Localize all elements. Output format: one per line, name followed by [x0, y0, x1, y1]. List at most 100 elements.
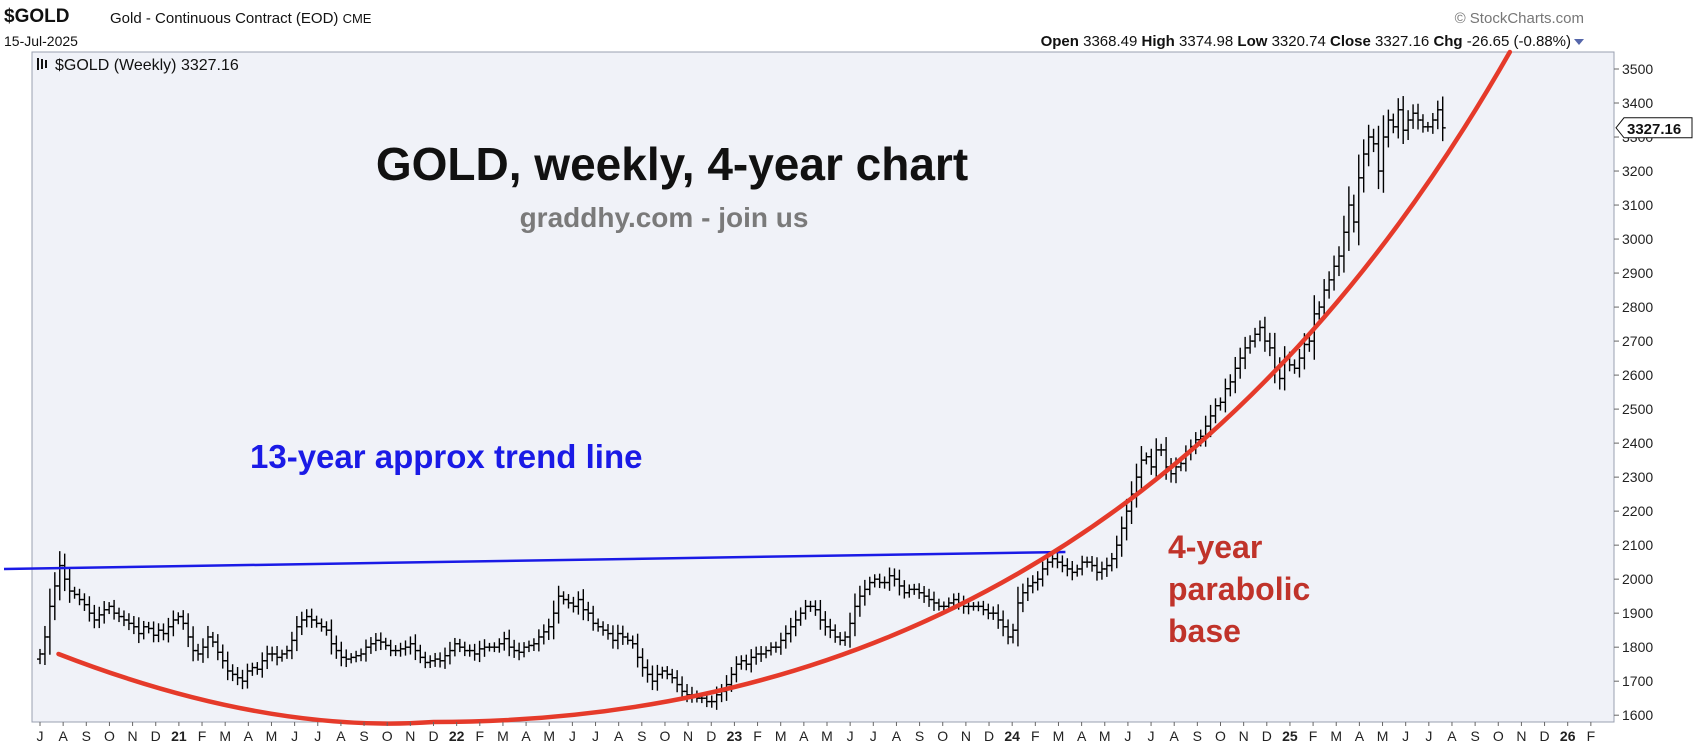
- low-value: 3320.74: [1271, 33, 1326, 50]
- y-tick-label: 3500: [1622, 61, 1653, 77]
- x-tick-label: O: [104, 728, 115, 744]
- ohlc-bar: [1439, 96, 1446, 142]
- x-tick-label: M: [266, 728, 278, 744]
- y-tick-label: 2400: [1622, 435, 1653, 451]
- x-tick-label: A: [614, 728, 624, 744]
- x-tick-label: 25: [1282, 728, 1298, 744]
- x-tick-label: D: [706, 728, 716, 744]
- chart-subtitle: graddhy.com - join us: [520, 202, 809, 233]
- x-tick-label: A: [1077, 728, 1087, 744]
- chg-label: Chg: [1433, 33, 1463, 50]
- x-tick-label: D: [1539, 728, 1549, 744]
- x-tick-label: J: [1148, 728, 1155, 744]
- x-tick-label: F: [476, 728, 485, 744]
- open-value: 3368.49: [1083, 33, 1138, 50]
- last-price-label: 3327.16: [1627, 121, 1681, 138]
- x-tick-label: 23: [727, 728, 743, 744]
- x-tick-label: F: [198, 728, 207, 744]
- x-tick-label: J: [1124, 728, 1131, 744]
- y-tick-label: 1900: [1622, 605, 1653, 621]
- x-tick-label: A: [1170, 728, 1180, 744]
- last-price-tag: 3327.16: [1615, 117, 1693, 139]
- x-tick-label: N: [1516, 728, 1526, 744]
- parabola-label-line2: parabolic: [1168, 571, 1310, 607]
- x-tick-label: 21: [171, 728, 187, 744]
- y-tick-label: 1800: [1622, 639, 1653, 655]
- y-tick-label: 2200: [1622, 503, 1653, 519]
- parabola-curve: [56, 49, 1513, 726]
- plot-area: [31, 51, 1615, 723]
- trend-line-label: 13-year approx trend line: [250, 438, 642, 475]
- chart-legend: $GOLD (Weekly) 3327.16: [55, 57, 239, 74]
- y-tick-label: 3400: [1622, 95, 1653, 111]
- x-tick-label: A: [336, 728, 346, 744]
- x-tick-label: S: [1470, 728, 1479, 744]
- ohlc-bars: [37, 96, 1446, 710]
- x-tick-label: M: [219, 728, 231, 744]
- x-tick-label: M: [775, 728, 787, 744]
- x-tick-label: F: [753, 728, 762, 744]
- trend-line: [3, 550, 1066, 571]
- x-tick-label: D: [984, 728, 994, 744]
- chart-header: $GOLD Gold - Continuous Contract (EOD) C…: [0, 0, 1694, 52]
- x-tick-label: 26: [1560, 728, 1576, 744]
- x-tick-label: S: [82, 728, 91, 744]
- symbol-label: $GOLD: [4, 6, 70, 27]
- x-tick-label: M: [497, 728, 509, 744]
- x-tick-label: O: [1493, 728, 1504, 744]
- x-tick-label: F: [1031, 728, 1040, 744]
- x-tick-label: F: [1587, 728, 1596, 744]
- high-value: 3374.98: [1179, 33, 1234, 50]
- chart-title: GOLD, weekly, 4-year chart: [376, 138, 968, 190]
- x-tick-label: D: [151, 728, 161, 744]
- chart-date: 15-Jul-2025: [4, 33, 78, 49]
- x-tick-label: N: [683, 728, 693, 744]
- instrument-title: Gold - Continuous Contract (EOD): [110, 10, 339, 27]
- y-tick-label: 2600: [1622, 367, 1653, 383]
- ohlc-summary: Open 3368.49 High 3374.98 Low 3320.74 Cl…: [1041, 33, 1584, 50]
- x-tick-label: M: [1377, 728, 1389, 744]
- x-tick-label: J: [314, 728, 321, 744]
- x-tick-label: N: [961, 728, 971, 744]
- x-tick-label: A: [1355, 728, 1365, 744]
- y-tick-label: 2000: [1622, 571, 1653, 587]
- last-price-box: [1615, 117, 1693, 139]
- open-label: Open: [1040, 33, 1079, 50]
- chg-value: -26.65 (-0.88%): [1466, 33, 1571, 50]
- close-value: 3327.16: [1375, 33, 1430, 50]
- x-tick-label: S: [359, 728, 368, 744]
- x-tick-label: D: [428, 728, 438, 744]
- x-tick-label: O: [660, 728, 671, 744]
- x-tick-label: A: [892, 728, 902, 744]
- x-tick-label: A: [58, 728, 68, 744]
- high-label: High: [1141, 33, 1175, 50]
- x-tick-label: J: [592, 728, 599, 744]
- y-tick-label: 3100: [1622, 197, 1653, 213]
- y-tick-label: 2300: [1622, 469, 1653, 485]
- x-tick-label: S: [1193, 728, 1202, 744]
- x-tick-label: N: [128, 728, 138, 744]
- x-tick-label: J: [1425, 728, 1432, 744]
- parabola-label-line3: base: [1168, 613, 1241, 649]
- x-tick-label: J: [569, 728, 576, 744]
- x-tick-label: O: [1215, 728, 1226, 744]
- stockcharts-logo[interactable]: © StockCharts.com: [1454, 10, 1584, 27]
- x-tick-label: J: [291, 728, 298, 744]
- y-tick-label: 2800: [1622, 299, 1653, 315]
- annotation-lines: [3, 49, 1513, 726]
- x-tick-label: F: [1309, 728, 1318, 744]
- y-tick-label: 2500: [1622, 401, 1653, 417]
- x-tick-label: D: [1262, 728, 1272, 744]
- y-tick-label: 2900: [1622, 265, 1653, 281]
- chg-dropdown-icon[interactable]: [1574, 39, 1584, 46]
- instrument-name: Gold - Continuous Contract (EOD) CME: [110, 10, 371, 27]
- x-tick-label: O: [382, 728, 393, 744]
- x-tick-label: J: [37, 728, 44, 744]
- x-tick-label: M: [1053, 728, 1065, 744]
- x-axis: J A S O N D 21 F M A M J J A S O N D 22 F M A M J J A S O N D 23 F M A M J J…: [37, 722, 1596, 744]
- x-tick-label: M: [1330, 728, 1342, 744]
- y-tick-label: 1600: [1622, 707, 1653, 723]
- x-tick-label: 22: [449, 728, 465, 744]
